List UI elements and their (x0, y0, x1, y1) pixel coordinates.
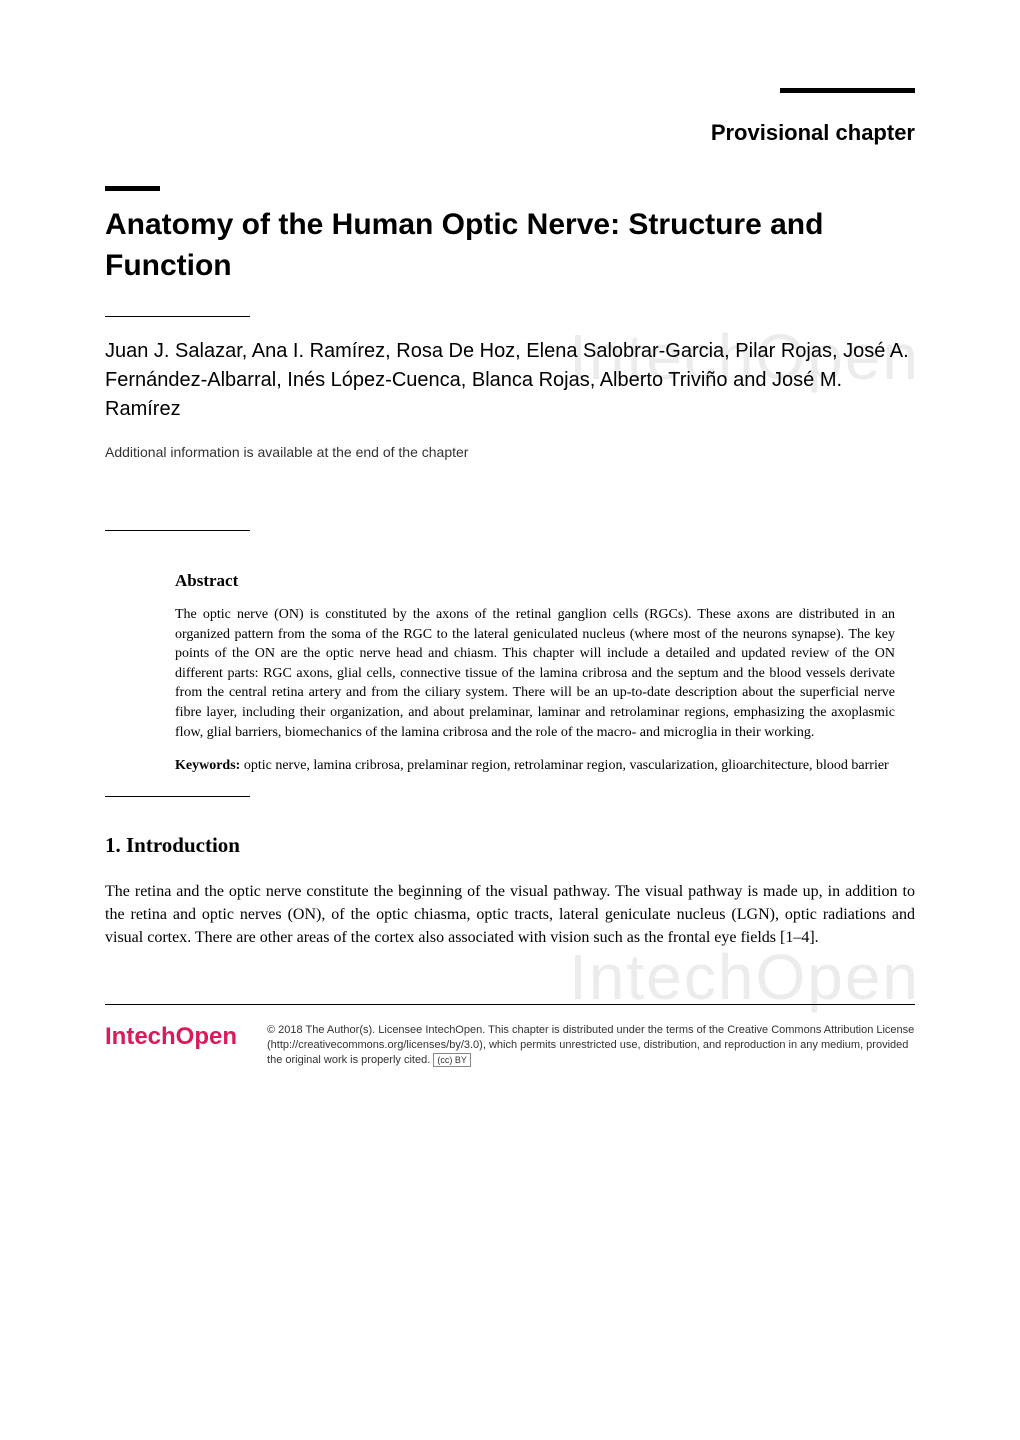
provisional-chapter-label: Provisional chapter (105, 120, 915, 146)
keywords-text: optic nerve, lamina cribrosa, prelaminar… (240, 758, 888, 773)
abstract-rule (105, 530, 250, 531)
author-rule (105, 316, 250, 317)
watermark: IntechOpen (569, 940, 920, 1014)
section-heading: 1. Introduction (105, 833, 915, 858)
chapter-title: Anatomy of the Human Optic Nerve: Struct… (105, 205, 915, 286)
keywords-label: Keywords: (175, 758, 240, 773)
footer-rule (105, 1004, 915, 1005)
copyright-body: © 2018 The Author(s). Licensee IntechOpe… (267, 1024, 914, 1066)
abstract-text: The optic nerve (ON) is constituted by t… (175, 605, 895, 742)
cc-by-badge: (cc) BY (433, 1053, 471, 1067)
copyright-text: © 2018 The Author(s). Licensee IntechOpe… (267, 1023, 915, 1068)
keywords: Keywords: optic nerve, lamina cribrosa, … (175, 756, 895, 776)
title-rule (105, 186, 160, 191)
bottom-abstract-rule (105, 796, 250, 797)
additional-info: Additional information is available at t… (105, 444, 915, 460)
publisher-logo: IntechOpen (105, 1023, 237, 1051)
authors-list: Juan J. Salazar, Ana I. Ramírez, Rosa De… (105, 337, 915, 424)
abstract-heading: Abstract (175, 571, 895, 591)
top-rule (780, 88, 915, 93)
body-text: The retina and the optic nerve constitut… (105, 880, 915, 950)
abstract-block: Abstract The optic nerve (ON) is constit… (175, 571, 895, 776)
footer: IntechOpen © 2018 The Author(s). License… (105, 1023, 915, 1068)
